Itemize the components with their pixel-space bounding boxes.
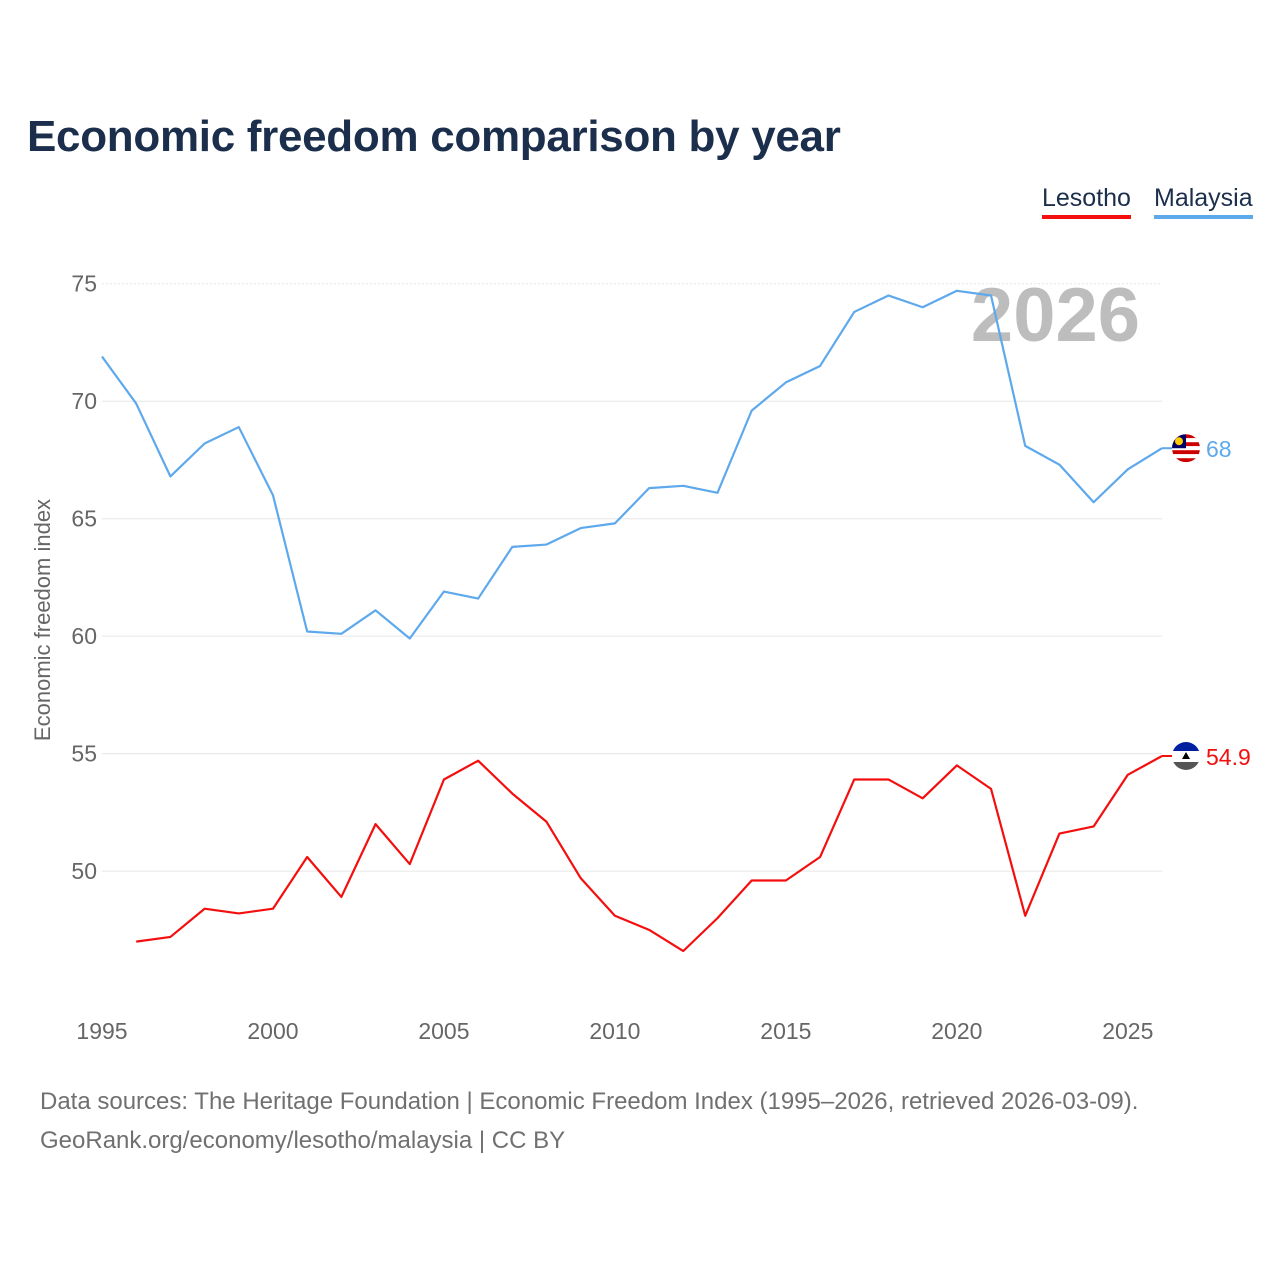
line-chart: 50 55 60 65 70 75 1995 2000 2005 2010 2015 2020 2025…: [30, 271, 1251, 1044]
x-tick-label: 2015: [760, 1018, 811, 1044]
x-tick-label: 2005: [418, 1018, 469, 1044]
end-value-label-lesotho: 54.9: [1206, 744, 1251, 770]
source-text: Data sources: The Heritage Foundation | …: [40, 1088, 1139, 1115]
legend-item-lesotho[interactable]: Lesotho: [1042, 184, 1131, 219]
chart-title: Economic freedom comparison by year: [27, 112, 841, 161]
y-tick-label: 55: [71, 741, 97, 767]
source-link[interactable]: GeoRank.org/economy/lesotho/malaysia | C…: [40, 1127, 566, 1154]
y-tick-label: 75: [71, 271, 97, 297]
y-axis-label: Economic freedom index: [30, 499, 55, 741]
flag-malaysia-icon: [1172, 434, 1200, 463]
x-tick-label: 2025: [1102, 1018, 1153, 1044]
end-value-label-malaysia: 68: [1206, 436, 1232, 462]
x-tick-label: 1995: [76, 1018, 127, 1044]
year-watermark: 2026: [971, 273, 1140, 358]
x-tick-label: 2020: [931, 1018, 982, 1044]
flag-lesotho-icon: [1172, 741, 1200, 770]
series-line-malaysia: [101, 289, 1163, 640]
y-tick-label: 60: [71, 623, 97, 649]
legend-item-malaysia[interactable]: Malaysia: [1154, 184, 1253, 219]
series-line-lesotho: [136, 755, 1163, 953]
y-tick-label: 70: [71, 388, 97, 414]
x-tick-label: 2010: [589, 1018, 640, 1044]
y-tick-label: 50: [71, 858, 97, 884]
x-tick-label: 2000: [247, 1018, 298, 1044]
y-tick-label: 65: [71, 506, 97, 532]
